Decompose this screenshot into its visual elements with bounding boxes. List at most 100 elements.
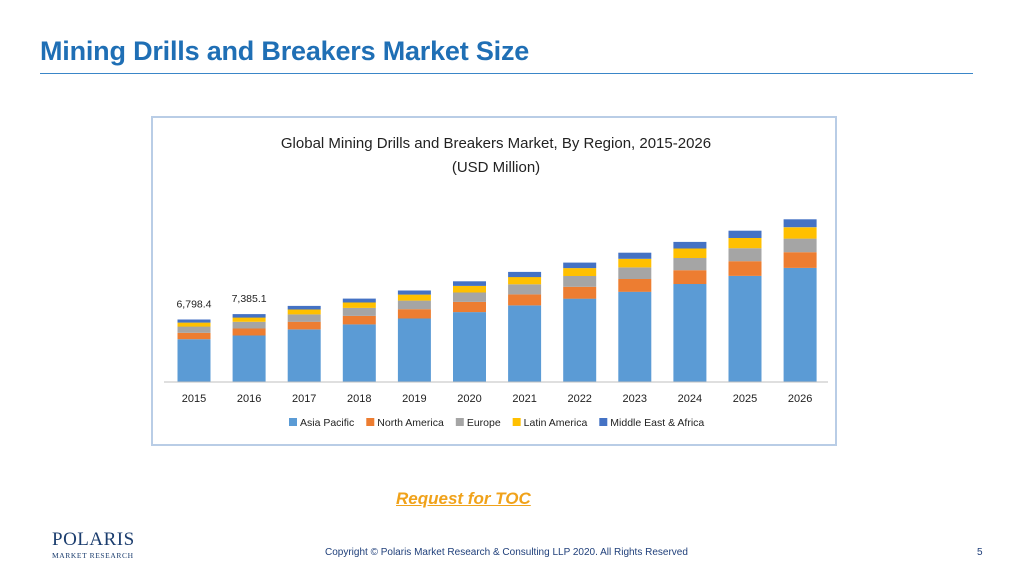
x-tick-label-2020: 2020 (457, 393, 481, 405)
bar-north-america-2018 (342, 315, 376, 325)
legend-swatch-europe (455, 418, 464, 426)
bar-asia-pacific-2015 (177, 339, 211, 382)
bar-europe-2015 (177, 326, 211, 333)
bar-asia-pacific-2022 (563, 298, 597, 382)
bar-europe-2025 (728, 248, 762, 262)
bar-asia-pacific-2023 (618, 291, 652, 382)
bar-latin-america-2021 (508, 277, 542, 285)
legend-label-latin-america: Latin America (524, 417, 588, 429)
polaris-logo: POLARIS MARKET RESEARCH (52, 529, 135, 564)
legend-item-latin-america: Latin America (512, 417, 588, 429)
bar-europe-2016 (232, 321, 266, 329)
data-labels: 6,798.4 7,385.1 (176, 293, 266, 310)
logo-sub-text: MARKET RESEARCH (52, 551, 134, 560)
bar-middle-east-africa-2017 (287, 305, 321, 310)
bar-latin-america-2022 (563, 268, 597, 276)
bar-north-america-2025 (728, 261, 762, 276)
bar-latin-america-2025 (728, 237, 762, 249)
bar-north-america-2020 (453, 301, 486, 313)
bar-europe-2023 (618, 267, 652, 279)
bar-north-america-2016 (232, 328, 266, 336)
page-title: Mining Drills and Breakers Market Size (40, 36, 530, 66)
chart-subtitle: (USD Million) (452, 159, 540, 176)
bar-latin-america-2017 (287, 309, 321, 315)
bar-middle-east-africa-2020 (453, 281, 486, 286)
legend-item-north-america: North America (366, 417, 444, 429)
bar-europe-2026 (783, 238, 817, 253)
legend-swatch-latin-america (512, 418, 521, 426)
legend-label-asia-pacific: Asia Pacific (300, 417, 354, 429)
bar-asia-pacific-2024 (673, 284, 707, 382)
bar-north-america-2017 (287, 321, 321, 330)
bar-europe-2021 (508, 284, 542, 295)
legend-label-middle-east-africa: Middle East & Africa (610, 417, 704, 429)
bar-latin-america-2026 (783, 227, 817, 239)
bar-middle-east-africa-2023 (618, 252, 652, 259)
title-divider (40, 73, 973, 74)
logo-main-text: POLARIS (52, 529, 135, 550)
x-tick-label-2018: 2018 (347, 393, 371, 405)
bar-middle-east-africa-2026 (783, 219, 817, 228)
x-tick-label-2021: 2021 (512, 393, 536, 405)
bar-north-america-2021 (508, 294, 542, 306)
bar-middle-east-africa-2025 (728, 230, 762, 238)
bar-europe-2022 (563, 276, 597, 287)
bar-middle-east-africa-2018 (342, 298, 376, 303)
bar-north-america-2026 (783, 252, 817, 268)
page-number: 5 (977, 547, 983, 558)
bar-asia-pacific-2018 (342, 324, 376, 382)
data-label-2016: 7,385.1 (232, 293, 267, 305)
legend-swatch-middle-east-africa (599, 418, 608, 426)
data-label-2015: 6,798.4 (176, 299, 211, 311)
bar-europe-2018 (342, 307, 376, 316)
bar-asia-pacific-2025 (728, 275, 762, 382)
bar-middle-east-africa-2022 (563, 262, 597, 269)
x-tick-label-2016: 2016 (237, 393, 261, 405)
bar-latin-america-2016 (232, 317, 266, 322)
bar-middle-east-africa-2016 (232, 314, 266, 318)
x-tick-label-2024: 2024 (678, 393, 702, 405)
copyright-text: Copyright © Polaris Market Research & Co… (325, 547, 688, 558)
bar-middle-east-africa-2015 (177, 319, 211, 323)
x-tick-label-2026: 2026 (788, 393, 812, 405)
bar-europe-2024 (673, 258, 707, 271)
x-tick-label-2019: 2019 (402, 393, 426, 405)
bar-europe-2020 (453, 292, 486, 302)
bar-north-america-2024 (673, 270, 707, 284)
x-tick-label-2025: 2025 (733, 393, 757, 405)
bar-asia-pacific-2026 (783, 267, 817, 382)
bar-north-america-2022 (563, 286, 597, 299)
legend-label-north-america: North America (377, 417, 444, 429)
x-tick-label-2022: 2022 (567, 393, 591, 405)
bar-asia-pacific-2020 (453, 312, 486, 382)
x-tick-labels: 2015 2016 2017 2018 2019 2020 2021 2022 2023 2024… (182, 393, 813, 405)
bar-asia-pacific-2016 (232, 335, 266, 382)
x-tick-label-2015: 2015 (182, 393, 206, 405)
bar-latin-america-2020 (453, 285, 486, 293)
bar-asia-pacific-2019 (397, 318, 431, 382)
legend-item-europe: Europe (455, 417, 501, 429)
legend-item-asia-pacific: Asia Pacific (289, 417, 354, 429)
request-toc-link[interactable]: Request for TOC (396, 489, 531, 508)
bars-group (177, 219, 817, 382)
legend-label-europe: Europe (467, 417, 501, 429)
chart-title: Global Mining Drills and Breakers Market… (281, 135, 711, 152)
bar-latin-america-2015 (177, 322, 211, 327)
bar-middle-east-africa-2021 (508, 271, 542, 278)
bar-europe-2019 (397, 300, 431, 310)
chart-frame: Global Mining Drills and Breakers Market… (151, 116, 837, 446)
bar-north-america-2015 (177, 332, 211, 340)
bar-middle-east-africa-2019 (397, 290, 431, 295)
bar-middle-east-africa-2024 (673, 241, 707, 249)
bar-latin-america-2018 (342, 302, 376, 308)
legend-swatch-north-america (366, 418, 375, 426)
bar-europe-2017 (287, 314, 321, 322)
bar-asia-pacific-2017 (287, 329, 321, 382)
bar-north-america-2019 (397, 309, 431, 319)
bar-latin-america-2024 (673, 248, 707, 258)
legend: Asia Pacific North America Europe Latin Ame… (289, 417, 704, 429)
bar-latin-america-2019 (397, 294, 431, 301)
bar-latin-america-2023 (618, 258, 652, 268)
x-tick-label-2023: 2023 (623, 393, 647, 405)
legend-item-middle-east-africa: Middle East & Africa (599, 417, 704, 429)
